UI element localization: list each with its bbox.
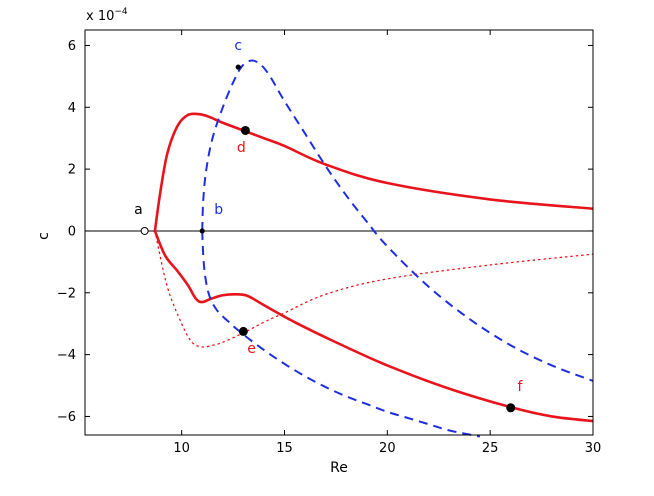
point-d — [240, 125, 250, 135]
x-tick-label: 15 — [276, 441, 293, 456]
x-tick-label: 25 — [482, 441, 499, 456]
point-c — [235, 64, 241, 70]
x-tick-label: 20 — [379, 441, 396, 456]
x-tick-label: 10 — [173, 441, 190, 456]
point-b — [199, 228, 205, 234]
series-line-3-dotted — [154, 230, 594, 348]
x-tick-label: 30 — [585, 441, 602, 456]
y-scale-exponent: −4 — [114, 7, 128, 17]
plot-frame — [84, 29, 594, 436]
series-line-1-solid — [153, 112, 594, 232]
y-tick-label: −4 — [57, 348, 76, 363]
point-label-e: e — [247, 341, 256, 357]
x-axis-label: Re — [330, 460, 348, 476]
y-tick-label: 0 — [68, 224, 76, 239]
y-axis-label: c — [36, 232, 52, 240]
point-a — [140, 226, 149, 235]
y-tick-label: 4 — [68, 101, 76, 116]
point-label-d: d — [237, 140, 246, 156]
y-tick-label: −6 — [57, 410, 76, 425]
point-e — [238, 326, 248, 336]
series-line-4-dashed — [201, 59, 594, 382]
y-tick-label: 2 — [68, 163, 76, 178]
y-tick-label: 6 — [68, 39, 76, 54]
point-label-a: a — [134, 202, 143, 218]
y-scale-prefix: x 10 — [86, 9, 114, 24]
point-label-b: b — [214, 202, 223, 218]
y-axis-scale-label: x 10−4 — [86, 7, 128, 24]
point-label-c: c — [234, 38, 242, 54]
point-label-f: f — [518, 379, 524, 395]
point-f — [506, 403, 516, 413]
series-line-2-solid — [153, 230, 594, 423]
y-tick-label: −2 — [57, 286, 76, 301]
series-line-5-dashed — [201, 230, 481, 438]
